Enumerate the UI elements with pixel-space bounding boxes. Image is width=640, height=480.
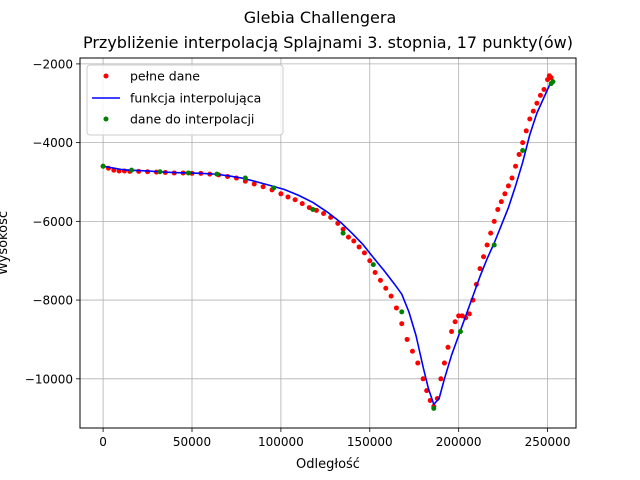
data-point-pelne-dane — [548, 75, 554, 81]
legend: pełne dane funkcja interpolująca dane do… — [86, 64, 284, 136]
x-tick-label: 100000 — [258, 435, 304, 449]
x-tick-label: 50000 — [173, 435, 211, 449]
data-point-pelne-dane — [530, 108, 536, 114]
data-point-dane-do-interpolacji — [431, 405, 437, 411]
data-point-pelne-dane — [361, 250, 367, 256]
data-point-pelne-dane — [452, 319, 458, 325]
data-point-dane-do-interpolacji — [340, 230, 346, 236]
data-point-pelne-dane — [356, 244, 362, 250]
data-point-pelne-dane — [351, 238, 357, 244]
data-point-pelne-dane — [388, 293, 394, 299]
data-point-dane-do-interpolacji — [185, 170, 191, 176]
data-point-pelne-dane — [393, 305, 399, 311]
data-point-pelne-dane — [441, 360, 447, 366]
data-point-pelne-dane — [498, 199, 504, 205]
legend-label-funkcja-interpolujaca: funkcja interpolująca — [130, 91, 261, 106]
y-axis-ticks: −10000 −8000 −6000 −4000 −2000 — [25, 57, 80, 386]
data-point-pelne-dane — [251, 181, 257, 187]
data-point-pelne-dane — [409, 348, 415, 354]
data-point-pelne-dane — [495, 207, 501, 213]
data-point-pelne-dane — [466, 311, 472, 317]
data-point-dane-do-interpolacji — [129, 167, 135, 173]
data-point-pelne-dane — [534, 100, 540, 106]
data-point-pelne-dane — [541, 86, 547, 92]
data-point-pelne-dane — [484, 242, 490, 248]
data-point-dane-do-interpolacji — [214, 171, 220, 177]
y-axis-label: Wysokość — [0, 211, 11, 275]
data-point-pelne-dane — [367, 258, 373, 264]
data-point-pelne-dane — [399, 321, 405, 327]
series-dane-do-interpolacji — [100, 79, 556, 411]
legend-marker-dane-do-interpolacji — [103, 116, 109, 122]
data-point-pelne-dane — [505, 183, 511, 189]
data-point-dane-do-interpolacji — [399, 309, 405, 315]
data-point-pelne-dane — [345, 234, 351, 240]
x-axis-label: Odległość — [296, 457, 360, 472]
data-point-pelne-dane — [537, 92, 543, 98]
data-point-dane-do-interpolacji — [100, 163, 106, 169]
data-point-pelne-dane — [372, 270, 378, 276]
data-point-pelne-dane — [299, 201, 305, 207]
data-point-pelne-dane — [456, 313, 462, 319]
data-point-dane-do-interpolacji — [457, 329, 463, 335]
y-tick-label: −6000 — [32, 215, 73, 229]
x-tick-label: 250000 — [525, 435, 571, 449]
data-point-dane-do-interpolacji — [271, 185, 277, 191]
legend-label-dane-do-interpolacji: dane do interpolacji — [130, 112, 254, 127]
data-point-pelne-dane — [502, 191, 508, 197]
data-point-pelne-dane — [491, 218, 497, 224]
chart-title: Glebia Challengera — [244, 8, 397, 27]
data-point-pelne-dane — [449, 329, 455, 335]
data-point-pelne-dane — [404, 336, 410, 342]
data-point-pelne-dane — [278, 191, 284, 197]
plot-frame — [79, 57, 577, 429]
data-point-pelne-dane — [285, 194, 291, 200]
data-point-pelne-dane — [340, 226, 346, 232]
chart-subtitle: Przybliżenie interpolacją Splajnami 3. s… — [83, 33, 573, 52]
data-point-pelne-dane — [488, 230, 494, 236]
x-tick-label: 0 — [99, 435, 107, 449]
data-point-dane-do-interpolacji — [242, 175, 248, 181]
data-point-dane-do-interpolacji — [491, 242, 497, 248]
x-axis-ticks: 0 50000 100000 150000 200000 250000 — [99, 428, 570, 449]
data-point-pelne-dane — [420, 376, 426, 382]
data-point-pelne-dane — [509, 175, 515, 181]
y-tick-label: −2000 — [32, 57, 73, 71]
data-point-pelne-dane — [321, 210, 327, 216]
data-point-dane-do-interpolacji — [157, 169, 163, 175]
data-point-pelne-dane — [438, 376, 444, 382]
data-point-pelne-dane — [445, 344, 451, 350]
data-point-dane-do-interpolacji — [370, 262, 376, 268]
data-point-dane-do-interpolacji — [310, 207, 316, 213]
data-point-pelne-dane — [481, 254, 487, 260]
series-pelne-dane — [100, 73, 554, 409]
data-point-pelne-dane — [520, 140, 526, 146]
legend-marker-pelne-dane — [103, 73, 109, 79]
data-point-pelne-dane — [516, 151, 522, 157]
data-point-pelne-dane — [527, 116, 533, 122]
y-tick-label: −10000 — [25, 372, 73, 386]
y-tick-label: −8000 — [32, 294, 73, 308]
data-point-pelne-dane — [383, 285, 389, 291]
x-tick-label: 150000 — [347, 435, 393, 449]
data-point-pelne-dane — [523, 128, 529, 134]
y-tick-label: −4000 — [32, 136, 73, 150]
data-point-pelne-dane — [513, 163, 519, 169]
x-tick-label: 200000 — [436, 435, 482, 449]
legend-label-pelne-dane: pełne dane — [130, 69, 200, 84]
data-point-dane-do-interpolacji — [520, 148, 526, 153]
data-point-dane-do-interpolacji — [550, 79, 556, 85]
series-layer — [100, 73, 556, 411]
data-point-pelne-dane — [377, 277, 383, 283]
legend-box — [86, 64, 284, 136]
data-point-pelne-dane — [477, 266, 483, 272]
data-point-pelne-dane — [260, 184, 266, 190]
data-point-pelne-dane — [415, 360, 421, 366]
data-point-pelne-dane — [292, 197, 298, 203]
